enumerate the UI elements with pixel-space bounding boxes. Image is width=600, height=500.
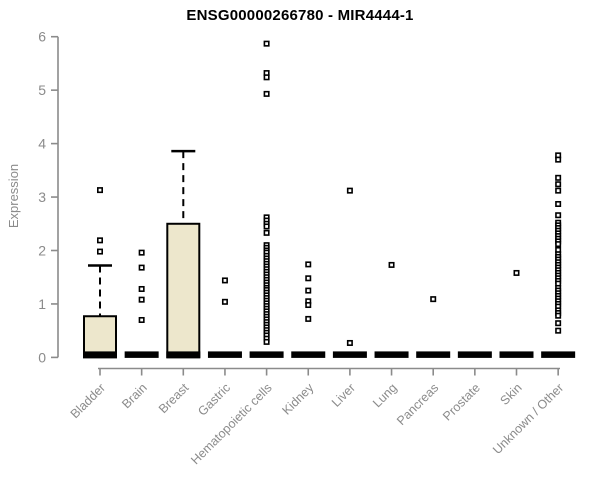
x-category-label-lung: Lung: [370, 381, 400, 411]
boxplot-unknown-other: [541, 351, 576, 358]
median-line: [83, 351, 117, 358]
median-line: [291, 351, 326, 358]
median-line: [499, 351, 534, 358]
outlier-point: [305, 315, 312, 322]
x-category-label-bladder: Bladder: [68, 381, 108, 421]
outlier-point: [555, 320, 562, 327]
outlier-point: [221, 298, 228, 305]
x-category-label-breast: Breast: [156, 380, 192, 416]
y-tick-label: 3: [38, 189, 46, 205]
boxplot-brain: [124, 351, 159, 358]
x-category-label-unknown-other: Unknown / Other: [490, 381, 566, 457]
outlier-point: [138, 264, 145, 271]
outlier-point: [555, 312, 562, 319]
median-line: [416, 351, 451, 358]
x-category-label-gastric: Gastric: [195, 381, 233, 419]
outlier-point: [305, 261, 312, 268]
outlier-point: [555, 181, 562, 188]
median-line: [374, 351, 409, 358]
outlier-point: [555, 327, 562, 334]
median-line: [124, 351, 159, 358]
outlier-point: [138, 249, 145, 256]
median-line: [541, 351, 576, 358]
boxplot-bladder: [83, 264, 117, 359]
outlier-point: [263, 223, 270, 230]
x-category-label-skin: Skin: [498, 381, 525, 408]
x-category-label-kidney: Kidney: [279, 380, 316, 417]
outlier-point: [555, 212, 562, 219]
outlier-point: [430, 296, 437, 303]
x-category-label-liver: Liver: [329, 381, 358, 410]
y-tick-label: 5: [38, 82, 46, 98]
outlier-point: [555, 156, 562, 163]
x-category-label-hematopoietic-cells: Hematopoietic cells: [188, 381, 275, 468]
chart-title: ENSG00000266780 - MIR4444-1: [186, 7, 414, 24]
x-category-label-brain: Brain: [119, 381, 150, 412]
outlier-point: [263, 229, 270, 236]
outlier-point: [138, 316, 145, 323]
outlier-point: [263, 338, 270, 345]
outlier-point: [555, 187, 562, 194]
boxplot-gastric: [207, 351, 242, 358]
outlier-point: [97, 187, 104, 194]
outlier-point: [555, 200, 562, 207]
boxplot-breast: [166, 149, 201, 359]
outlier-point: [263, 40, 270, 47]
outlier-point: [388, 261, 395, 268]
median-line: [332, 351, 367, 358]
boxplot-kidney: [291, 351, 326, 358]
outlier-point: [97, 237, 104, 244]
median-line: [249, 351, 284, 358]
outlier-point: [346, 187, 353, 194]
median-line: [166, 351, 201, 358]
median-line: [457, 351, 492, 358]
outlier-point: [346, 339, 353, 346]
box-iqr: [166, 222, 201, 359]
boxplot-lung: [374, 351, 409, 358]
boxplot-skin: [499, 351, 534, 358]
outlier-point: [138, 285, 145, 292]
x-category-label-prostate: Prostate: [440, 381, 483, 424]
median-line: [207, 351, 242, 358]
boxplot-hematopoietic-cells: [249, 351, 284, 358]
x-category-label-pancreas: Pancreas: [394, 381, 441, 428]
y-tick-label: 6: [38, 29, 46, 45]
y-tick-label: 2: [38, 243, 46, 259]
outlier-point: [305, 275, 312, 282]
outlier-point: [305, 302, 312, 309]
outlier-point: [221, 277, 228, 284]
boxplot-liver: [332, 351, 367, 358]
y-tick-label: 1: [38, 296, 46, 312]
box-iqr: [83, 315, 117, 359]
outlier-point: [263, 74, 270, 81]
outlier-point: [555, 174, 562, 181]
outlier-point: [138, 296, 145, 303]
outlier-point: [263, 90, 270, 97]
boxplot-prostate: [457, 351, 492, 358]
y-tick-label: 4: [38, 136, 46, 152]
y-tick-label: 0: [38, 349, 46, 365]
outlier-point: [555, 241, 562, 248]
outlier-point: [97, 248, 104, 255]
outlier-point: [305, 287, 312, 294]
boxplot-pancreas: [416, 351, 451, 358]
outlier-point: [513, 269, 520, 276]
